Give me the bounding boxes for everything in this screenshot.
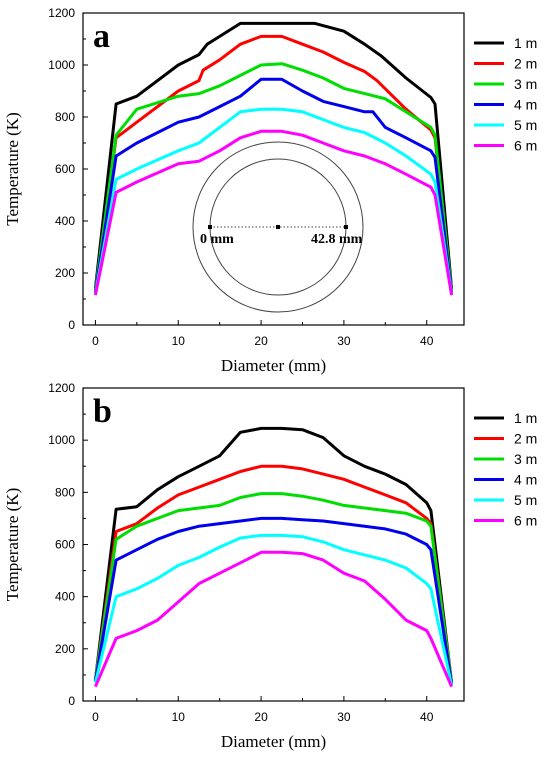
- x-axis-label: Diameter (mm): [221, 732, 326, 751]
- series-line-5m: [93, 533, 454, 686]
- x-tick-label: 0: [92, 334, 99, 348]
- pipe-cross-section-inset: 0 mm 42.8 mm: [192, 141, 364, 313]
- series-line-1m: [93, 21, 454, 289]
- panel-label: a: [93, 18, 110, 55]
- y-tick-label: 800: [55, 110, 75, 124]
- x-tick-label: 30: [337, 334, 351, 348]
- legend-label: 3 m: [514, 451, 537, 467]
- y-tick-label: 1200: [48, 6, 75, 20]
- legend-label: 5 m: [514, 117, 537, 133]
- y-axis-label: Temperature (K): [3, 112, 22, 226]
- series-line-4m: [93, 516, 454, 685]
- y-tick-label: 1000: [48, 433, 75, 447]
- x-tick-label: 20: [254, 710, 268, 724]
- x-tick-label: 10: [172, 710, 186, 724]
- series-line-3m: [93, 62, 454, 292]
- inset-right-label: 42.8 mm: [311, 232, 363, 247]
- x-tick-label: 20: [254, 334, 268, 348]
- x-tick-label: 40: [420, 334, 434, 348]
- diameter-center-marker: [276, 225, 280, 229]
- legend-label: 1 m: [514, 410, 537, 426]
- y-tick-label: 0: [68, 694, 75, 708]
- y-tick-label: 400: [55, 590, 75, 604]
- legend-label: 2 m: [514, 56, 537, 72]
- inset-left-label: 0 mm: [200, 232, 234, 247]
- x-tick-label: 40: [420, 710, 434, 724]
- x-tick-label: 10: [172, 334, 186, 348]
- y-tick-label: 800: [55, 485, 75, 499]
- legend-label: 6 m: [514, 138, 537, 154]
- y-axis-label: Temperature (K): [3, 488, 22, 602]
- pipe-outer-wall: [192, 141, 364, 313]
- series-line-1m: [93, 426, 454, 683]
- legend-label: 1 m: [514, 35, 537, 51]
- panel-label: b: [93, 393, 112, 430]
- x-tick-label: 0: [92, 710, 99, 724]
- y-tick-label: 600: [55, 162, 75, 176]
- plot-frame: [82, 387, 465, 702]
- y-tick-label: 400: [55, 214, 75, 228]
- y-tick-label: 600: [55, 538, 75, 552]
- diameter-right-marker: [344, 225, 348, 229]
- series-line-4m: [93, 77, 454, 293]
- x-tick-label: 30: [337, 710, 351, 724]
- y-tick-label: 1200: [48, 381, 75, 395]
- series-line-6m: [93, 129, 454, 296]
- y-tick-label: 0: [68, 318, 75, 332]
- diameter-left-marker: [208, 225, 212, 229]
- series-line-6m: [94, 550, 453, 688]
- chart-panel-a: 0 mm 42.8 mm0 10 20 30 4002004006008001000120…: [3, 6, 537, 375]
- y-tick-label: 200: [55, 642, 75, 656]
- legend-label: 4 m: [514, 97, 537, 113]
- legend-label: 4 m: [514, 472, 537, 488]
- x-axis-label: Diameter (mm): [221, 356, 326, 375]
- y-tick-label: 1000: [48, 58, 75, 72]
- legend-label: 3 m: [514, 76, 537, 92]
- series-line-5m: [93, 107, 454, 295]
- legend: 1 m 2 m 3 m 4 m 5 m 6 m: [474, 35, 537, 154]
- legend: 1 m 2 m 3 m 4 m 5 m 6 m: [474, 410, 537, 529]
- series-line-2m: [93, 464, 454, 683]
- legend-label: 2 m: [514, 431, 537, 447]
- series-line-2m: [93, 34, 454, 292]
- series-line-3m: [93, 492, 454, 683]
- legend-label: 6 m: [514, 513, 537, 529]
- legend-label: 5 m: [514, 492, 537, 508]
- y-tick-label: 200: [55, 266, 75, 280]
